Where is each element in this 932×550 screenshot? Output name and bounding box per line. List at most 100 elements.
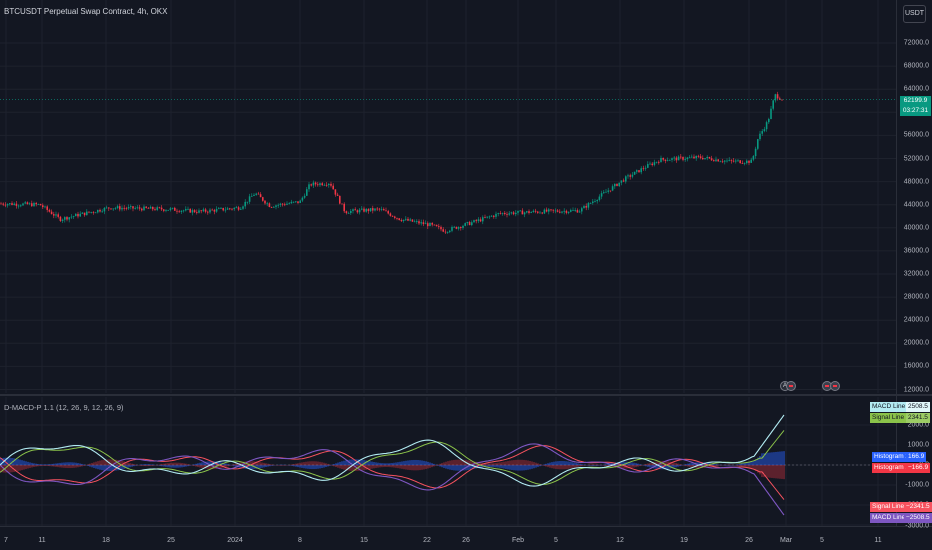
histogram-1-bar: [589, 464, 591, 466]
histogram-2-bar: [595, 465, 597, 466]
economic-event-icon[interactable]: [786, 381, 796, 391]
candle-body: [730, 159, 733, 161]
candle-body: [97, 209, 99, 213]
candle-body: [453, 226, 455, 228]
histogram-2-bar: [453, 465, 455, 471]
histogram-2-bar: [309, 465, 311, 469]
indicator-canvas[interactable]: [0, 397, 897, 526]
candle-body: [774, 94, 777, 101]
histogram-2-bar: [203, 461, 205, 466]
candle-body: [37, 204, 40, 205]
candle-body: [378, 208, 381, 210]
histogram-2-bar: [407, 460, 409, 466]
candle-body: [719, 161, 722, 163]
candle-body: [759, 133, 761, 140]
histogram-1-bar: [523, 459, 525, 466]
candle-body: [583, 206, 585, 209]
histogram-2-bar: [375, 462, 377, 466]
candle-body: [385, 210, 387, 212]
candle-body: [156, 207, 158, 210]
histogram-2-bar: [473, 465, 475, 469]
histogram-2-bar: [411, 460, 413, 466]
histogram-1-bar: [147, 465, 149, 467]
time-axis-label: 2024: [227, 537, 243, 544]
histogram-1-bar: [509, 460, 511, 466]
histogram-2-bar: [685, 464, 687, 466]
candle-body: [468, 222, 471, 226]
histogram-1-bar: [453, 459, 455, 466]
candle-body: [603, 192, 605, 194]
candle-body: [543, 209, 546, 214]
candle-body: [708, 156, 711, 159]
price-chart-pane[interactable]: [0, 0, 897, 393]
histogram-1-bar: [399, 465, 401, 469]
candle-body: [684, 159, 686, 160]
candle-body: [176, 210, 178, 212]
histogram-1-bar: [295, 463, 297, 466]
histogram-1-bar: [727, 464, 729, 466]
candle-body: [475, 220, 477, 222]
histogram-1-bar: [489, 463, 491, 466]
histogram-1-bar: [387, 465, 389, 468]
candle-body: [666, 160, 669, 162]
candle-body: [737, 160, 739, 162]
indicator-axis-label: -1000.0: [905, 481, 929, 489]
candle-body: [253, 194, 255, 196]
histogram-1-bar: [713, 465, 715, 467]
histogram-2-bar: [413, 459, 415, 466]
price-chart-canvas[interactable]: [0, 0, 897, 393]
histogram-1-bar: [405, 465, 407, 470]
candle-body: [446, 231, 449, 233]
histogram-2-bar: [693, 462, 695, 466]
histogram-1-bar: [29, 465, 31, 468]
candle-body: [266, 203, 268, 205]
histogram-2-bar: [745, 462, 747, 466]
price-axis[interactable]: 72000.068000.064000.060000.056000.052000…: [896, 0, 932, 530]
candle-body: [39, 204, 42, 206]
candle-body: [519, 210, 521, 212]
histogram-2-bar: [515, 465, 517, 471]
candle-body: [581, 208, 583, 212]
candle-body: [750, 159, 752, 163]
histogram-1-bar: [315, 461, 317, 466]
candle-body: [237, 207, 240, 210]
histogram-2-bar: [501, 465, 503, 469]
candle-body: [308, 184, 310, 190]
histogram-1-bar: [257, 461, 259, 466]
chart-title: BTCUSDT Perpetual Swap Contract, 4h, OKX: [4, 7, 168, 16]
candle-body: [189, 208, 191, 213]
histogram-2-bar: [125, 465, 127, 469]
candle-body: [567, 211, 570, 213]
histogram-2-bar: [383, 463, 385, 466]
economic-event-icon[interactable]: [830, 381, 840, 391]
histogram-2-bar: [371, 461, 373, 466]
histogram-2-bar: [417, 460, 419, 466]
candle-body: [680, 156, 682, 158]
histogram-1-bar: [443, 462, 445, 466]
candle-body: [141, 208, 143, 211]
candle-body: [556, 210, 559, 212]
histogram-1-bar: [649, 462, 651, 466]
histogram-2-bar: [265, 465, 267, 467]
candle-body: [563, 210, 565, 212]
pane-divider[interactable]: [0, 394, 932, 396]
currency-button[interactable]: USDT: [903, 5, 926, 23]
histogram-2-bar: [441, 465, 443, 468]
histogram-2-bar: [381, 463, 383, 466]
histogram-1-bar: [305, 461, 307, 466]
histogram-2-bar: [603, 464, 605, 466]
candle-body: [484, 217, 486, 219]
indicator-title[interactable]: D-MACD-P 1.1 (12, 26, 9, 12, 26, 9): [4, 403, 124, 412]
candle-body: [706, 156, 708, 159]
indicator-pane[interactable]: [0, 397, 897, 526]
histogram-1-bar: [679, 464, 681, 466]
histogram-1-bar: [223, 465, 225, 468]
histogram-1-bar: [751, 465, 753, 470]
histogram-2-bar: [497, 465, 499, 468]
candle-body: [154, 209, 156, 211]
histogram-2-bar: [663, 465, 665, 470]
histogram-1-bar: [265, 463, 267, 466]
histogram-1-bar: [455, 459, 457, 466]
candle-body: [724, 160, 726, 162]
histogram-1-bar: [157, 464, 159, 466]
